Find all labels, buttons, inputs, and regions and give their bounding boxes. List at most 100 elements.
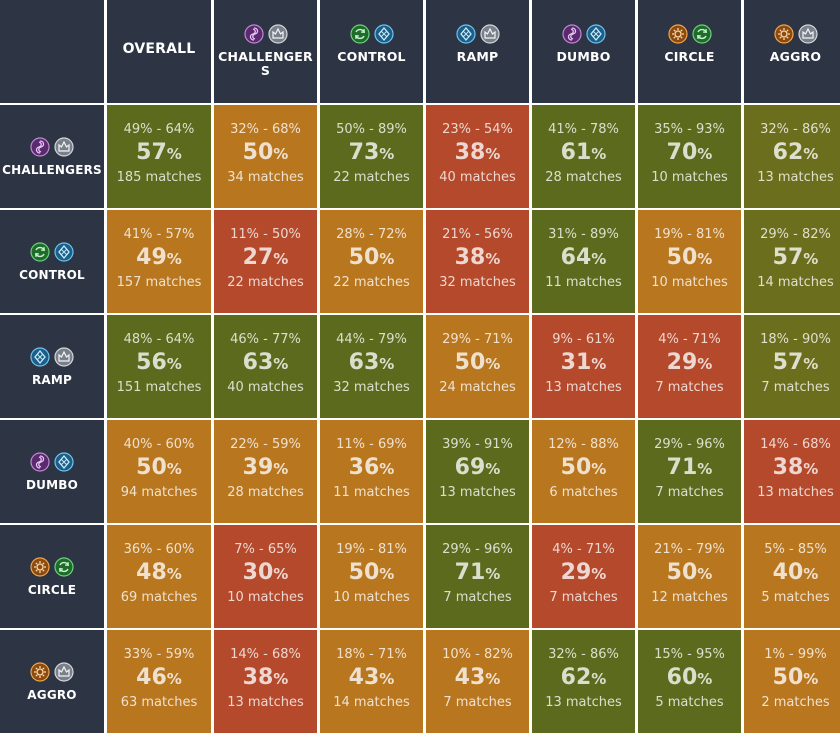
match-count: 13 matches (757, 169, 834, 187)
percent-sign: % (166, 250, 182, 268)
percent-sign: % (166, 145, 182, 163)
matchup-cell-challengers-vs-ramp[interactable]: 23% - 54% 38% 40 matches (426, 105, 529, 208)
match-count-suffix: matches (353, 485, 410, 500)
matchup-cell-challengers-vs-challengers[interactable]: 32% - 68% 50% 34 matches (214, 105, 317, 208)
matchup-cell-ramp-vs-dumbo[interactable]: 9% - 61% 31% 13 matches (532, 315, 635, 418)
matchup-cell-dumbo-vs-aggro[interactable]: 14% - 68% 38% 13 matches (744, 420, 840, 523)
match-count-suffix: matches (561, 590, 618, 605)
matchup-cell-dumbo-vs-overall[interactable]: 40% - 60% 50% 94 matches (107, 420, 211, 523)
matchup-cell-circle-vs-ramp[interactable]: 29% - 96% 71% 7 matches (426, 525, 529, 628)
matchup-cell-dumbo-vs-circle[interactable]: 29% - 96% 71% 7 matches (638, 420, 741, 523)
matchup-cell-circle-vs-challengers[interactable]: 7% - 65% 30% 10 matches (214, 525, 317, 628)
match-count-number: 40 (439, 170, 456, 185)
winrate-range: 15% - 95% (654, 647, 725, 662)
percent-sign: % (591, 460, 607, 478)
matchup-cell-control-vs-control[interactable]: 28% - 72% 50% 22 matches (320, 210, 423, 313)
matchup-cell-ramp-vs-control[interactable]: 44% - 79% 63% 32 matches (320, 315, 423, 418)
matchup-cell-dumbo-vs-ramp[interactable]: 39% - 91% 69% 13 matches (426, 420, 529, 523)
winrate-number: 57 (772, 350, 804, 375)
column-header-circle[interactable]: CIRCLE (638, 0, 741, 103)
winrate-range: 46% - 77% (230, 332, 301, 347)
matchup-cell-circle-vs-overall[interactable]: 36% - 60% 48% 69 matches (107, 525, 211, 628)
matchup-cell-challengers-vs-dumbo[interactable]: 41% - 78% 61% 28 matches (532, 105, 635, 208)
winrate-range: 1% - 99% (764, 647, 827, 662)
winrate-number: 46 (136, 665, 167, 690)
matchup-cell-circle-vs-dumbo[interactable]: 4% - 71% 29% 7 matches (532, 525, 635, 628)
matchup-cell-challengers-vs-circle[interactable]: 35% - 93% 70% 10 matches (638, 105, 741, 208)
matchup-cell-circle-vs-aggro[interactable]: 5% - 85% 40% 5 matches (744, 525, 840, 628)
matchup-cell-aggro-vs-challengers[interactable]: 14% - 68% 38% 13 matches (214, 630, 317, 733)
matchup-cell-control-vs-ramp[interactable]: 21% - 56% 38% 32 matches (426, 210, 529, 313)
winrate-range: 4% - 71% (552, 542, 615, 557)
matchup-cell-control-vs-circle[interactable]: 19% - 81% 50% 10 matches (638, 210, 741, 313)
matchup-cell-control-vs-aggro[interactable]: 29% - 82% 57% 14 matches (744, 210, 840, 313)
match-count: 151 matches (117, 379, 202, 397)
match-count: 10 matches (651, 169, 728, 187)
archetype-icons (30, 136, 74, 157)
winrate-value: 69% (455, 454, 501, 483)
row-header-circle[interactable]: CIRCLE (0, 525, 104, 628)
winrate-value: 38% (773, 454, 819, 483)
match-count-suffix: matches (353, 275, 410, 290)
matchup-cell-challengers-vs-overall[interactable]: 49% - 64% 57% 185 matches (107, 105, 211, 208)
silver-crown-icon (54, 346, 74, 367)
matchup-cell-ramp-vs-overall[interactable]: 48% - 64% 56% 151 matches (107, 315, 211, 418)
winrate-number: 60 (666, 665, 698, 690)
percent-sign: % (379, 145, 395, 163)
matchup-cell-aggro-vs-circle[interactable]: 15% - 95% 60% 5 matches (638, 630, 741, 733)
match-count-suffix: matches (247, 695, 304, 710)
winrate-value: 50% (243, 139, 289, 168)
match-count: 13 matches (545, 694, 622, 712)
column-header-ramp[interactable]: RAMP (426, 0, 529, 103)
column-header-dumbo[interactable]: DUMBO (532, 0, 635, 103)
winrate-range: 9% - 61% (552, 332, 615, 347)
matchup-cell-ramp-vs-aggro[interactable]: 18% - 90% 57% 7 matches (744, 315, 840, 418)
percent-sign: % (166, 670, 182, 688)
match-count-suffix: matches (459, 170, 516, 185)
winrate-number: 29 (560, 560, 592, 585)
matchup-cell-control-vs-overall[interactable]: 41% - 57% 49% 157 matches (107, 210, 211, 313)
matchup-cell-control-vs-dumbo[interactable]: 31% - 89% 64% 11 matches (532, 210, 635, 313)
matchup-cell-ramp-vs-circle[interactable]: 4% - 71% 29% 7 matches (638, 315, 741, 418)
match-count-suffix: matches (777, 275, 834, 290)
matchup-cell-aggro-vs-control[interactable]: 18% - 71% 43% 14 matches (320, 630, 423, 733)
matchup-cell-dumbo-vs-challengers[interactable]: 22% - 59% 39% 28 matches (214, 420, 317, 523)
matchup-cell-ramp-vs-ramp[interactable]: 29% - 71% 50% 24 matches (426, 315, 529, 418)
row-header-control[interactable]: CONTROL (0, 210, 104, 313)
match-count-number: 10 (651, 275, 668, 290)
matchup-cell-aggro-vs-overall[interactable]: 33% - 59% 46% 63 matches (107, 630, 211, 733)
column-header-challengers[interactable]: CHALLENGERS (214, 0, 317, 103)
matchup-cell-control-vs-challengers[interactable]: 11% - 50% 27% 22 matches (214, 210, 317, 313)
matchup-cell-dumbo-vs-control[interactable]: 11% - 69% 36% 11 matches (320, 420, 423, 523)
row-header-ramp[interactable]: RAMP (0, 315, 104, 418)
matchup-cell-dumbo-vs-dumbo[interactable]: 12% - 88% 50% 6 matches (532, 420, 635, 523)
matchup-cell-circle-vs-circle[interactable]: 21% - 79% 50% 12 matches (638, 525, 741, 628)
winrate-range: 12% - 88% (548, 437, 619, 452)
archetype-icons (455, 24, 500, 44)
matchup-cell-circle-vs-control[interactable]: 19% - 81% 50% 10 matches (320, 525, 423, 628)
column-header-overall[interactable]: OVERALL (107, 0, 211, 103)
column-header-control[interactable]: CONTROL (320, 0, 423, 103)
matchup-cell-ramp-vs-challengers[interactable]: 46% - 77% 63% 40 matches (214, 315, 317, 418)
matchup-cell-aggro-vs-aggro[interactable]: 1% - 99% 50% 2 matches (744, 630, 840, 733)
match-count: 34 matches (227, 169, 304, 187)
matchup-cell-aggro-vs-dumbo[interactable]: 32% - 86% 62% 13 matches (532, 630, 635, 733)
match-count-number: 13 (439, 485, 456, 500)
match-count: 10 matches (333, 589, 410, 607)
matchup-cell-challengers-vs-aggro[interactable]: 32% - 86% 62% 13 matches (744, 105, 840, 208)
column-header-aggro[interactable]: AGGRO (744, 0, 840, 103)
row-header-challengers[interactable]: CHALLENGERS (0, 105, 104, 208)
row-header-aggro[interactable]: AGGRO (0, 630, 104, 733)
winrate-value: 46% (136, 664, 182, 693)
match-count: 32 matches (439, 274, 516, 292)
match-count: 7 matches (443, 589, 511, 607)
winrate-number: 38 (454, 245, 486, 270)
winrate-number: 57 (136, 140, 167, 165)
matchup-cell-aggro-vs-ramp[interactable]: 10% - 82% 43% 7 matches (426, 630, 529, 733)
silver-crown-icon (54, 136, 74, 157)
percent-sign: % (166, 355, 182, 373)
matchup-cell-challengers-vs-control[interactable]: 50% - 89% 73% 22 matches (320, 105, 423, 208)
winrate-value: 64% (561, 244, 607, 273)
row-header-dumbo[interactable]: DUMBO (0, 420, 104, 523)
percent-sign: % (273, 565, 289, 583)
